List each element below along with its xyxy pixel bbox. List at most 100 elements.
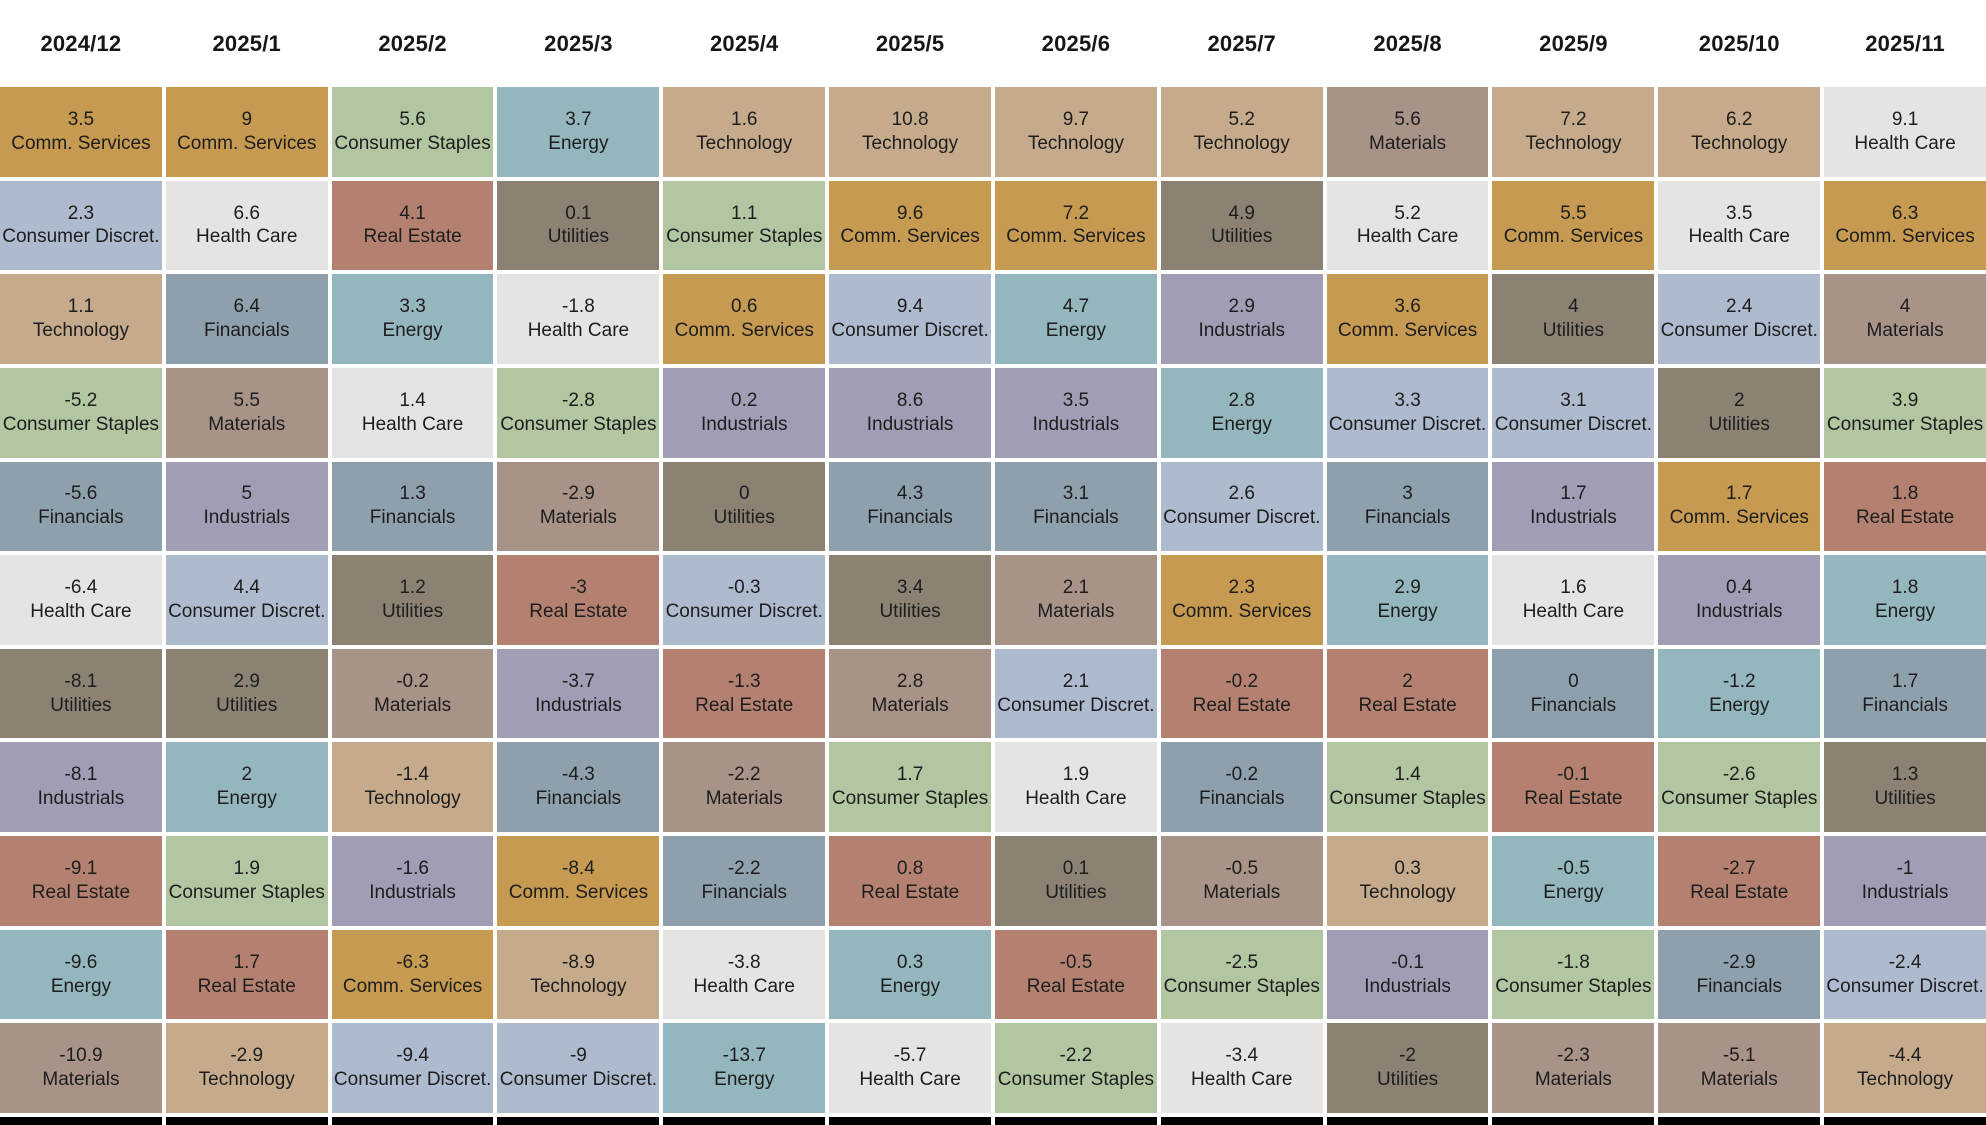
cell-value: -1.8 xyxy=(562,296,595,318)
cell-sector-label: Health Care xyxy=(361,413,464,435)
cell-value: 6.6 xyxy=(233,202,260,224)
sector-cell: 1.7 Comm. Services xyxy=(1658,461,1821,552)
cell-value: 10.8 xyxy=(891,108,929,130)
sector-cell: 1.3 Utilities xyxy=(1824,742,1986,833)
cell-sector-label: Industrials xyxy=(866,413,954,435)
sector-cell: -2.5 Consumer Staples xyxy=(1160,929,1323,1020)
column-baseline xyxy=(0,1117,162,1125)
cell-value: 9.4 xyxy=(896,296,924,318)
sector-cell: -9.1 Real Estate xyxy=(0,836,162,926)
cell-value: -0.1 xyxy=(1391,951,1424,973)
month-header: 2025/4 xyxy=(709,30,779,56)
sector-cell: 2.1 Materials xyxy=(994,555,1157,645)
sector-cell: 4.1 Real Estate xyxy=(331,180,494,271)
cell-sector-label: Comm. Services xyxy=(1006,226,1146,248)
cell-sector-label: Technology xyxy=(1691,132,1788,154)
cell-value: 6.2 xyxy=(1726,108,1753,130)
month-column: 2024/12 3.5 Comm. Services 2.3 Consumer Disc… xyxy=(0,0,162,1125)
cell-sector-label: Health Care xyxy=(30,601,132,623)
month-cells: 6.2 Technology 3.5 Health Care 2.4 Consumer D… xyxy=(1658,87,1821,1114)
sector-cell: 3.1 Financials xyxy=(994,461,1157,552)
column-baseline xyxy=(1492,1117,1655,1125)
sector-cell: 2.3 Comm. Services xyxy=(1160,555,1323,645)
month-cells: 1.6 Technology 1.1 Consumer Staples 0.6 Comm.… xyxy=(663,87,826,1114)
sector-cell: 0.2 Industrials xyxy=(663,367,826,458)
cell-sector-label: Health Care xyxy=(1688,226,1790,248)
cell-value: 4.9 xyxy=(1228,202,1255,224)
cell-sector-label: Consumer Discret. xyxy=(1328,413,1487,435)
sector-cell: 2.6 Consumer Discret. xyxy=(1160,461,1323,552)
cell-value: 1.8 xyxy=(1891,483,1919,505)
cell-sector-label: Consumer Discret. xyxy=(665,601,823,623)
sector-cell: 1.9 Consumer Staples xyxy=(165,836,328,926)
sector-cell: -10.9 Materials xyxy=(0,1023,162,1114)
cell-sector-label: Health Care xyxy=(1522,601,1625,623)
cell-value: 2 xyxy=(241,764,253,786)
sector-cell: 2.9 Industrials xyxy=(1160,274,1323,364)
cell-sector-label: Consumer Staples xyxy=(168,881,325,903)
cell-value: 1.7 xyxy=(896,764,924,786)
sector-cell: 0 Financials xyxy=(1492,648,1655,739)
sector-cell: 0.4 Industrials xyxy=(1658,555,1821,645)
cell-sector-label: Real Estate xyxy=(1690,881,1789,903)
month-header: 2025/5 xyxy=(875,30,945,56)
cell-value: -10.9 xyxy=(59,1045,103,1067)
cell-sector-label: Materials xyxy=(1866,320,1944,342)
cell-value: -5.1 xyxy=(1722,1045,1756,1067)
month-cells: 10.8 Technology 9.6 Comm. Services 9.4 Consum… xyxy=(829,87,991,1114)
month-header: 2025/11 xyxy=(1865,30,1945,56)
cell-value: -5.2 xyxy=(64,389,98,411)
cell-value: -1.3 xyxy=(727,670,761,692)
sector-cell: 0.1 Utilities xyxy=(497,180,660,271)
cell-value: 1.4 xyxy=(1394,764,1421,786)
sector-cell: 5.6 Consumer Staples xyxy=(331,87,494,177)
sector-cell: -0.2 Real Estate xyxy=(1160,648,1323,739)
sector-cell: -9.4 Consumer Discret. xyxy=(331,1023,494,1114)
cell-value: -9 xyxy=(569,1045,587,1067)
sector-cell: -1.2 Energy xyxy=(1658,648,1821,739)
month-header: 2025/3 xyxy=(544,30,613,56)
cell-sector-label: Materials xyxy=(208,413,286,435)
cell-sector-label: Comm. Services xyxy=(1835,226,1975,248)
cell-value: 4.7 xyxy=(1062,296,1090,318)
cell-value: 3.3 xyxy=(1394,389,1421,411)
sector-cell: 3.3 Consumer Discret. xyxy=(1326,367,1489,458)
cell-sector-label: Health Care xyxy=(693,975,795,997)
sector-cell: -9 Consumer Discret. xyxy=(497,1023,660,1114)
sector-cell: 3.1 Consumer Discret. xyxy=(1492,367,1655,458)
cell-sector-label: Real Estate xyxy=(1358,694,1457,716)
cell-sector-label: Industrials xyxy=(203,507,291,529)
month-column: 2025/1 9 Comm. Services 6.6 Health Care 6.4 Fi… xyxy=(165,0,328,1125)
cell-sector-label: Industrials xyxy=(535,694,622,716)
sector-cell: -0.5 Real Estate xyxy=(994,929,1157,1020)
cell-value: 1.3 xyxy=(399,483,426,505)
cell-value: -4.4 xyxy=(1888,1045,1922,1067)
month-column: 2025/11 9.1 Health Care 6.3 Comm. Services 4 M… xyxy=(1824,0,1986,1125)
sector-cell: -0.5 Materials xyxy=(1160,836,1323,926)
cell-sector-label: Utilities xyxy=(50,694,112,716)
cell-sector-label: Utilities xyxy=(1211,226,1273,248)
cell-sector-label: Real Estate xyxy=(31,881,131,903)
cell-value: 0.1 xyxy=(1062,858,1090,879)
cell-sector-label: Technology xyxy=(1857,1069,1954,1091)
cell-sector-label: Industrials xyxy=(700,413,788,435)
sector-cell: 2 Utilities xyxy=(1658,367,1821,458)
sector-cell: -3.8 Health Care xyxy=(663,929,826,1020)
sector-cell: 3.3 Energy xyxy=(331,274,494,364)
month-header: 2025/8 xyxy=(1373,30,1442,56)
cell-sector-label: Real Estate xyxy=(1855,507,1955,529)
sector-cell: 1.7 Real Estate xyxy=(165,929,328,1020)
cell-value: -8.1 xyxy=(64,670,98,692)
cell-sector-label: Comm. Services xyxy=(1503,226,1644,248)
month-cells: 5.2 Technology 4.9 Utilities 2.9 Industrials 2… xyxy=(1160,87,1323,1114)
cell-value: -2.4 xyxy=(1888,951,1922,973)
cell-value: -2.5 xyxy=(1225,951,1259,973)
month-column: 2025/5 10.8 Technology 9.6 Comm. Services 9.4… xyxy=(829,0,991,1125)
cell-sector-label: Materials xyxy=(1037,601,1115,623)
month-column: 2025/6 9.7 Technology 7.2 Comm. Services 4.7 E… xyxy=(994,0,1157,1125)
sector-cell: -2.6 Consumer Staples xyxy=(1658,742,1821,833)
cell-sector-label: Energy xyxy=(879,975,941,997)
sector-cell: 1.8 Real Estate xyxy=(1824,461,1986,552)
cell-value: -5.7 xyxy=(893,1045,927,1067)
cell-value: -0.3 xyxy=(727,577,761,599)
